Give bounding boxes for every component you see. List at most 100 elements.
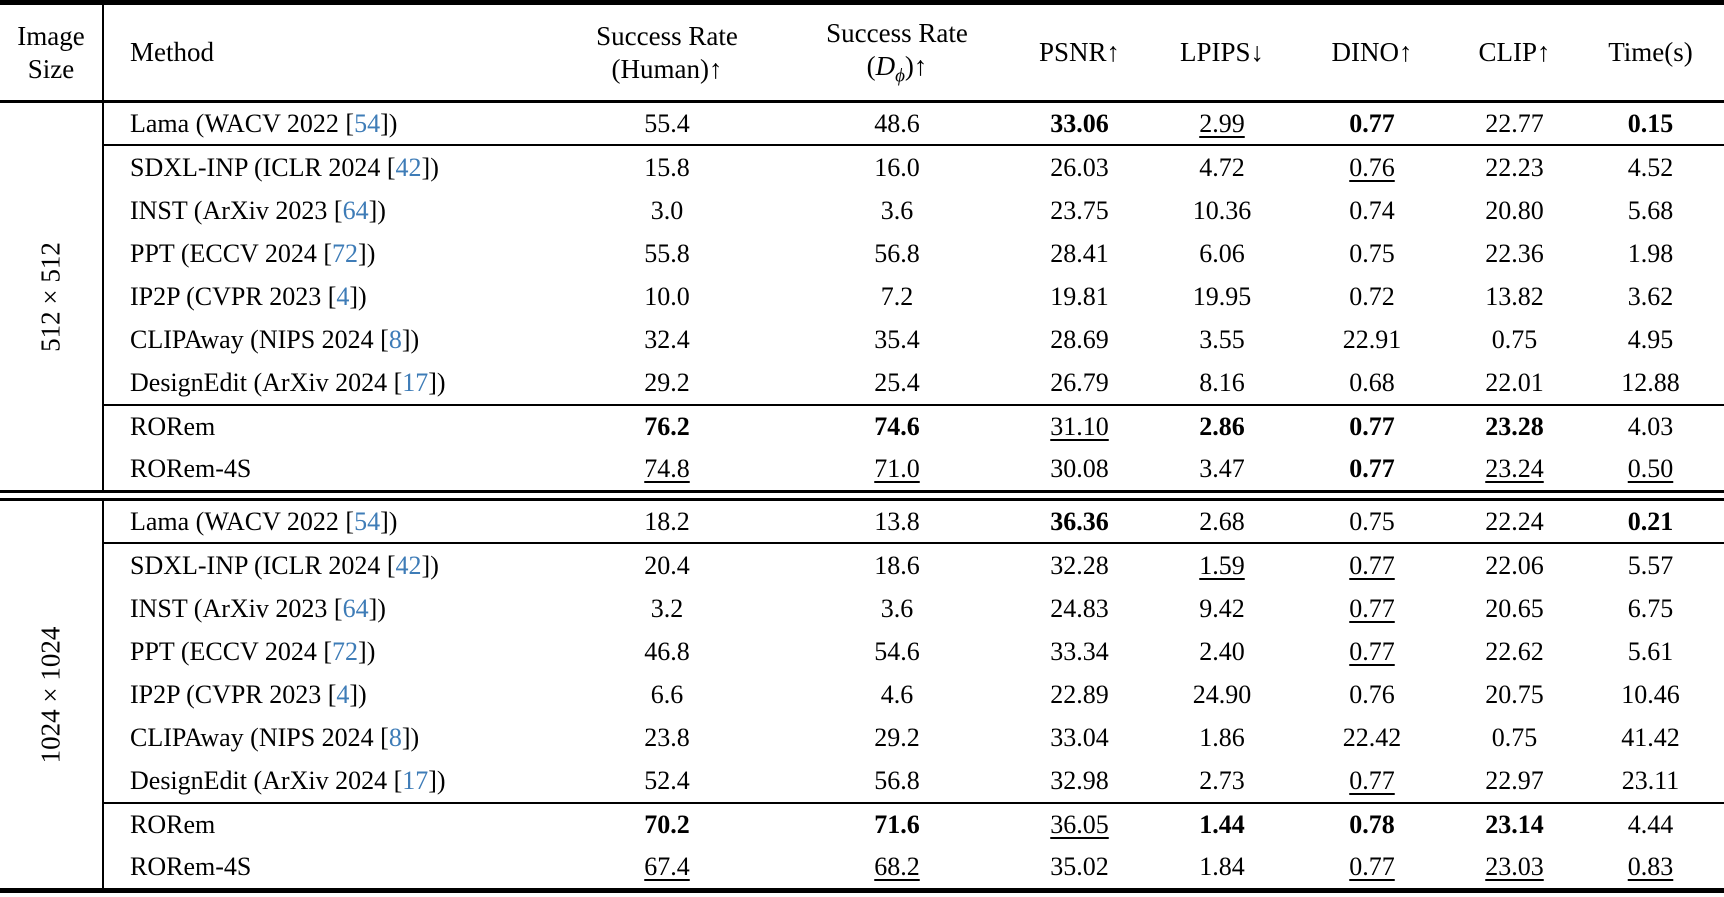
value-cell: 67.4 (644, 851, 690, 881)
value-cell: 55.8 (644, 238, 690, 268)
value-cell: 41.42 (1621, 722, 1680, 752)
citation-close-bracket: ]) (401, 722, 420, 752)
col-header-clip: CLIP↑ (1478, 37, 1551, 68)
value-cell: 16.0 (874, 152, 920, 182)
value-cell: 71.0 (874, 453, 920, 483)
citation-link[interactable]: 4 (336, 281, 350, 311)
value-cell: 10.46 (1621, 679, 1680, 709)
discriminator-symbol: D (875, 51, 896, 82)
col-header-success-rate-d: Success Rate (Dϕ)↑ (787, 17, 1007, 88)
citation-link[interactable]: 42 (395, 550, 422, 580)
method-cell: INST (ArXiv 2023 [64]) (104, 594, 547, 624)
table-bottom-rule (0, 888, 1724, 893)
header-bottom-rule (0, 100, 1724, 103)
value-cell: 1.44 (1199, 809, 1245, 839)
value-cell: 0.74 (1349, 195, 1395, 225)
citation-close-bracket: ]) (358, 238, 376, 268)
table-row: CLIPAway (NIPS 2024 [8]) 23.8 29.2 33.04 1.8… (104, 716, 1724, 759)
citation-link[interactable]: 72 (332, 238, 359, 268)
value-cell: 18.2 (644, 506, 690, 536)
citation-link[interactable]: 17 (402, 765, 429, 795)
value-cell: 0.50 (1627, 453, 1674, 483)
citation-close-bracket: ]) (349, 281, 367, 311)
value-cell: 33.34 (1050, 636, 1109, 666)
method-cell: RORem (104, 810, 547, 840)
value-cell: 36.05 (1050, 809, 1109, 839)
citation-link[interactable]: 4 (336, 679, 350, 709)
value-cell: 74.6 (874, 411, 920, 441)
value-cell: 0.75 (1349, 506, 1395, 536)
value-cell: 74.8 (644, 453, 690, 483)
value-cell: 0.76 (1349, 679, 1395, 709)
value-cell: 23.8 (644, 722, 690, 752)
citation-link[interactable]: 64 (342, 195, 369, 225)
group-label-1024: 1024 × 1024 (0, 501, 104, 888)
citation-close-bracket: ]) (368, 195, 386, 225)
value-cell: 35.02 (1050, 851, 1109, 881)
table-row: CLIPAway (NIPS 2024 [8]) 32.4 35.4 28.69 3.5… (104, 318, 1724, 361)
citation-link[interactable]: 54 (354, 108, 381, 138)
value-cell: 23.28 (1485, 411, 1544, 441)
value-cell: 6.6 (650, 679, 684, 709)
value-cell: 22.24 (1485, 506, 1544, 536)
citation-close-bracket: ]) (349, 679, 367, 709)
value-cell: 3.6 (880, 593, 914, 623)
value-cell: 7.2 (880, 281, 914, 311)
method-cell: CLIPAway (NIPS 2024 [8]) (104, 325, 547, 355)
value-cell: 19.81 (1050, 281, 1109, 311)
method-name: Lama (WACV 2022 [ (130, 108, 355, 138)
value-cell: 32.98 (1050, 765, 1109, 795)
value-cell: 76.2 (644, 411, 690, 441)
table-row: RORem-4S 67.4 68.2 35.02 1.84 0.77 23.03 0.83 (104, 845, 1724, 888)
value-cell: 20.4 (644, 550, 690, 580)
citation-link[interactable]: 42 (395, 152, 422, 182)
value-cell: 2.40 (1199, 636, 1245, 666)
citation-link[interactable]: 8 (388, 324, 402, 354)
value-cell: 0.76 (1349, 152, 1395, 182)
col-header-psnr: PSNR↑ (1038, 37, 1121, 68)
table-row: Lama (WACV 2022 [54]) 55.4 48.6 33.06 2.99 0.… (104, 103, 1724, 146)
citation-link[interactable]: 8 (388, 722, 402, 752)
citation-link[interactable]: 64 (342, 593, 369, 623)
citation-link[interactable]: 72 (332, 636, 359, 666)
method-cell: Lama (WACV 2022 [54]) (104, 109, 547, 139)
value-cell: 48.6 (874, 108, 920, 138)
value-cell: 20.80 (1485, 195, 1544, 225)
value-cell: 3.0 (650, 195, 684, 225)
method-name: SDXL-INP (ICLR 2024 [ (130, 152, 396, 182)
value-cell: 0.78 (1349, 809, 1395, 839)
method-cell: PPT (ECCV 2024 [72]) (104, 637, 547, 667)
value-cell: 3.55 (1199, 324, 1245, 354)
method-name: CLIPAway (NIPS 2024 [ (130, 722, 389, 752)
table-header-row: Image Size Method Success Rate (Human)↑ … (0, 5, 1724, 100)
method-name: CLIPAway (NIPS 2024 [ (130, 324, 389, 354)
value-cell: 2.99 (1199, 108, 1245, 138)
value-cell: 3.2 (650, 593, 684, 623)
table-row: SDXL-INP (ICLR 2024 [42]) 15.8 16.0 26.03 4.… (104, 146, 1724, 189)
group-1024: 1024 × 1024 Lama (WACV 2022 [54]) 18.2 13.… (0, 501, 1724, 888)
value-cell: 20.75 (1485, 679, 1544, 709)
value-cell: 0.77 (1349, 411, 1395, 441)
value-cell: 9.42 (1199, 593, 1245, 623)
value-cell: 32.28 (1050, 550, 1109, 580)
value-cell: 68.2 (874, 851, 920, 881)
citation-link[interactable]: 17 (402, 367, 429, 397)
col-header-image-size-line1: Image (17, 20, 85, 51)
value-cell: 71.6 (874, 809, 920, 839)
phi-subscript: ϕ (895, 65, 905, 87)
value-cell: 70.2 (644, 809, 690, 839)
value-cell: 29.2 (874, 722, 920, 752)
value-cell: 35.4 (874, 324, 920, 354)
value-cell: 18.6 (874, 550, 920, 580)
value-cell: 0.75 (1491, 324, 1538, 354)
value-cell: 10.36 (1192, 195, 1252, 225)
value-cell: 0.15 (1627, 108, 1674, 138)
group-label-text: 512 × 512 (35, 241, 66, 352)
method-cell: SDXL-INP (ICLR 2024 [42]) (104, 551, 547, 581)
citation-link[interactable]: 54 (354, 506, 381, 536)
method-cell: RORem (104, 412, 547, 442)
citation-close-bracket: ]) (380, 506, 398, 536)
value-cell: 33.06 (1050, 108, 1109, 138)
value-cell: 31.10 (1050, 411, 1109, 441)
